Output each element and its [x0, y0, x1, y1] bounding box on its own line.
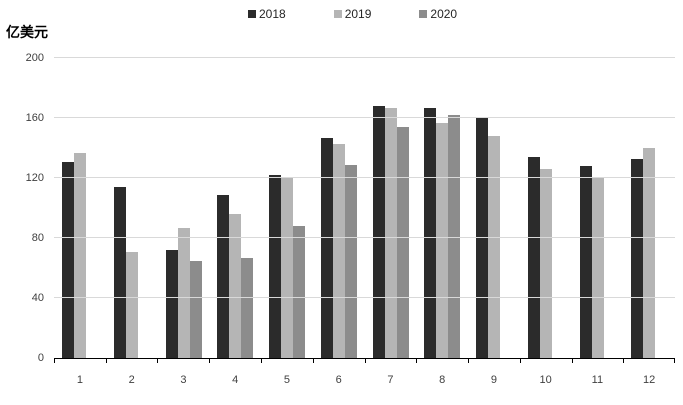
bar-2019-9: [488, 136, 500, 358]
x-tick-label-9: 9: [490, 374, 497, 386]
bar-group-9: 9: [468, 58, 520, 386]
bar-2019-8: [436, 122, 449, 358]
legend-item-2019: 2019: [333, 7, 372, 21]
y-tick-label-200: 200: [25, 52, 44, 64]
bar-group-6: 6: [313, 58, 365, 386]
x-axis-tick: [467, 358, 469, 363]
x-tick-label-2: 2: [128, 374, 135, 386]
bar-2018-12: [631, 158, 644, 358]
gridline-160: [54, 117, 675, 118]
x-tick-label-11: 11: [591, 374, 604, 386]
bar-2019-2: [125, 251, 138, 358]
x-tick-label-5: 5: [283, 374, 290, 386]
gridline-80: [54, 237, 675, 238]
bar-2020-4: [241, 257, 254, 358]
bar-2018-11: [579, 166, 592, 358]
x-axis-tick: [105, 358, 107, 363]
bar-2018-6: [320, 137, 333, 358]
y-axis-tick-labels: 0 40 80 120 160 200: [0, 52, 44, 364]
x-axis-tick: [157, 358, 159, 363]
bar-group-10: 10: [520, 58, 572, 386]
bar-2019-7: [384, 107, 397, 358]
x-tick-label-6: 6: [335, 374, 342, 386]
legend-swatch-2018: [248, 10, 256, 18]
x-tick-label-4: 4: [232, 374, 239, 386]
bar-2020-7: [396, 127, 409, 358]
bar-group-12: 12: [623, 58, 675, 386]
legend-label: 2018: [259, 7, 286, 21]
gridline-120: [54, 177, 675, 178]
x-tick-label-3: 3: [180, 374, 187, 386]
x-axis-tick: [209, 358, 211, 363]
x-tick-label-12: 12: [643, 374, 656, 386]
x-axis-tick: [416, 358, 418, 363]
bar-2019-12: [643, 148, 656, 358]
x-tick-label-1: 1: [76, 374, 83, 386]
y-tick-label-120: 120: [25, 172, 44, 184]
legend-label: 2020: [430, 7, 458, 21]
bar-group-11: 11: [572, 58, 624, 386]
x-tick-label-10: 10: [539, 374, 552, 386]
bar-2018-5: [269, 175, 281, 358]
x-axis-tick: [260, 358, 262, 363]
bar-2018-1: [62, 161, 74, 358]
x-axis-tick: [364, 358, 366, 363]
bar-group-4: 4: [209, 58, 261, 386]
plot-area: 1 2 3 4 5 6 7 8 9 10 11 12: [54, 57, 675, 386]
gridline-40: [54, 297, 675, 298]
x-tick-label-7: 7: [387, 374, 394, 386]
bar-2019-6: [332, 143, 345, 358]
bar-group-2: 2: [106, 58, 158, 386]
bar-group-1: 1: [54, 58, 106, 386]
bar-2018-10: [527, 157, 540, 358]
legend-item-2020: 2020: [419, 7, 457, 21]
bar-2019-5: [281, 176, 293, 358]
legend-swatch-2020: [419, 10, 428, 18]
bar-2019-3: [177, 227, 190, 358]
bar-2018-7: [372, 106, 385, 358]
bar-2018-9: [476, 118, 488, 358]
x-axis-tick: [519, 358, 521, 363]
x-axis-tick: [674, 358, 675, 363]
gridline-200: [54, 57, 675, 58]
bar-2019-4: [229, 214, 242, 358]
y-tick-label-40: 40: [31, 292, 44, 304]
bar-2019-11: [591, 176, 604, 358]
bar-group-3: 3: [158, 58, 210, 386]
legend-swatch-2019: [333, 10, 342, 18]
bar-group-7: 7: [365, 58, 417, 386]
bar-2018-3: [165, 250, 178, 358]
bar-group-5: 5: [261, 58, 313, 386]
x-axis-tick: [54, 358, 55, 363]
legend-item-2018: 2018: [248, 7, 286, 21]
x-axis-tick: [571, 358, 573, 363]
bar-group-8: 8: [416, 58, 468, 386]
bar-2019-1: [74, 152, 86, 358]
y-tick-label-80: 80: [31, 232, 44, 244]
bar-2019-10: [539, 169, 552, 358]
y-axis-unit-label: 亿美元: [6, 24, 48, 40]
bar-2018-8: [424, 107, 437, 358]
y-tick-label-160: 160: [25, 112, 44, 124]
bar-2018-2: [113, 187, 126, 358]
legend-label: 2019: [344, 7, 372, 21]
x-axis-tick: [623, 358, 625, 363]
y-tick-label-0: 0: [37, 352, 44, 364]
legend: 2018 2019 2020: [248, 7, 457, 21]
bar-2018-4: [217, 194, 230, 358]
x-tick-label-8: 8: [439, 374, 446, 386]
bar-groups: 1 2 3 4 5 6 7 8 9 10 11 12: [54, 58, 675, 386]
bar-2020-5: [293, 226, 305, 358]
bar-2020-3: [189, 260, 202, 358]
x-axis-tick: [312, 358, 314, 363]
bar-2020-6: [344, 164, 357, 358]
